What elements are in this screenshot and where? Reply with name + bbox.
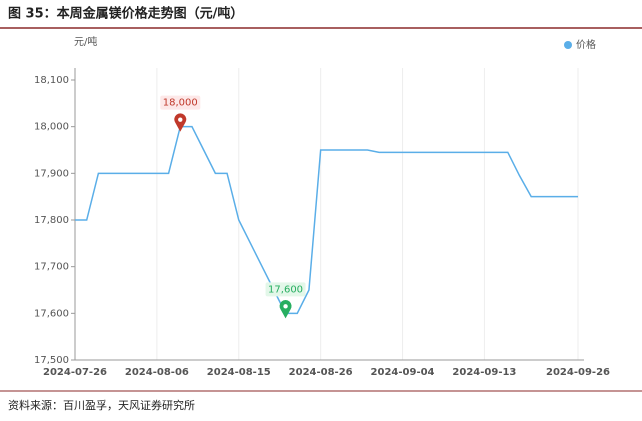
- pin-marker: [279, 300, 292, 319]
- y-tick-label: 17,900: [34, 168, 69, 179]
- pin-marker: [174, 113, 187, 132]
- x-tick-label: 2024-08-26: [289, 367, 353, 378]
- legend-swatch: [564, 41, 572, 49]
- pin-dot: [178, 117, 183, 122]
- x-tick-label: 2024-07-26: [43, 367, 107, 378]
- y-tick-label: 17,500: [34, 355, 69, 366]
- legend-label: 价格: [576, 38, 596, 51]
- value-label: 18,000: [163, 98, 198, 109]
- value-label-bg: [160, 95, 201, 110]
- y-tick-label: 17,600: [34, 308, 69, 319]
- pin-dot: [283, 304, 288, 309]
- y-tick-label: 17,800: [34, 215, 69, 226]
- y-tick-label: 18,000: [34, 122, 69, 133]
- y-axis-label: 元/吨: [74, 35, 97, 48]
- x-tick-label: 2024-09-04: [371, 367, 435, 378]
- x-tick-label: 2024-09-26: [546, 367, 610, 378]
- y-tick-label: 18,100: [34, 75, 69, 86]
- x-tick-label: 2024-09-13: [452, 367, 516, 378]
- source: 资料来源：百川盈孚，天风证券研究所: [8, 398, 195, 412]
- price-line: [75, 125, 578, 315]
- value-label: 17,600: [268, 284, 303, 295]
- x-tick-label: 2024-08-06: [125, 367, 189, 378]
- value-label-bg: [265, 282, 306, 297]
- x-tick-label: 2024-08-15: [207, 367, 271, 378]
- chart-title: 图 35：本周金属镁价格走势图（元/吨）: [8, 6, 243, 22]
- y-tick-label: 17,700: [34, 262, 69, 273]
